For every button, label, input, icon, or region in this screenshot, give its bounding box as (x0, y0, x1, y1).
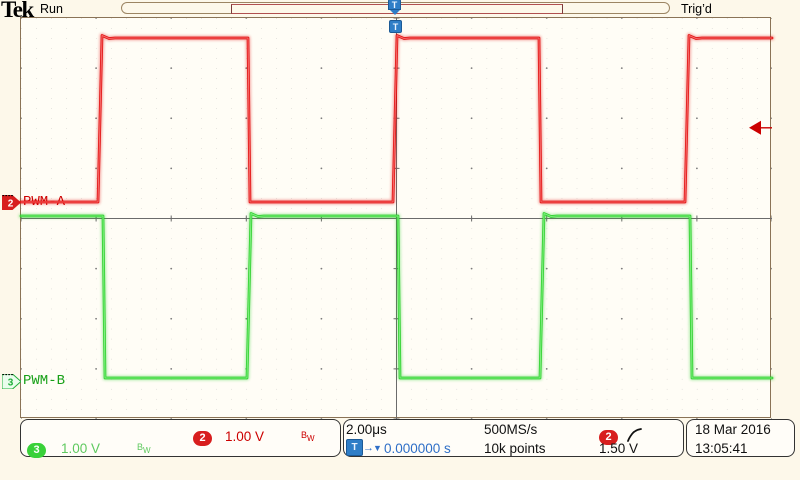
svg-text:3: 3 (8, 377, 14, 388)
svg-text:2: 2 (8, 198, 14, 209)
